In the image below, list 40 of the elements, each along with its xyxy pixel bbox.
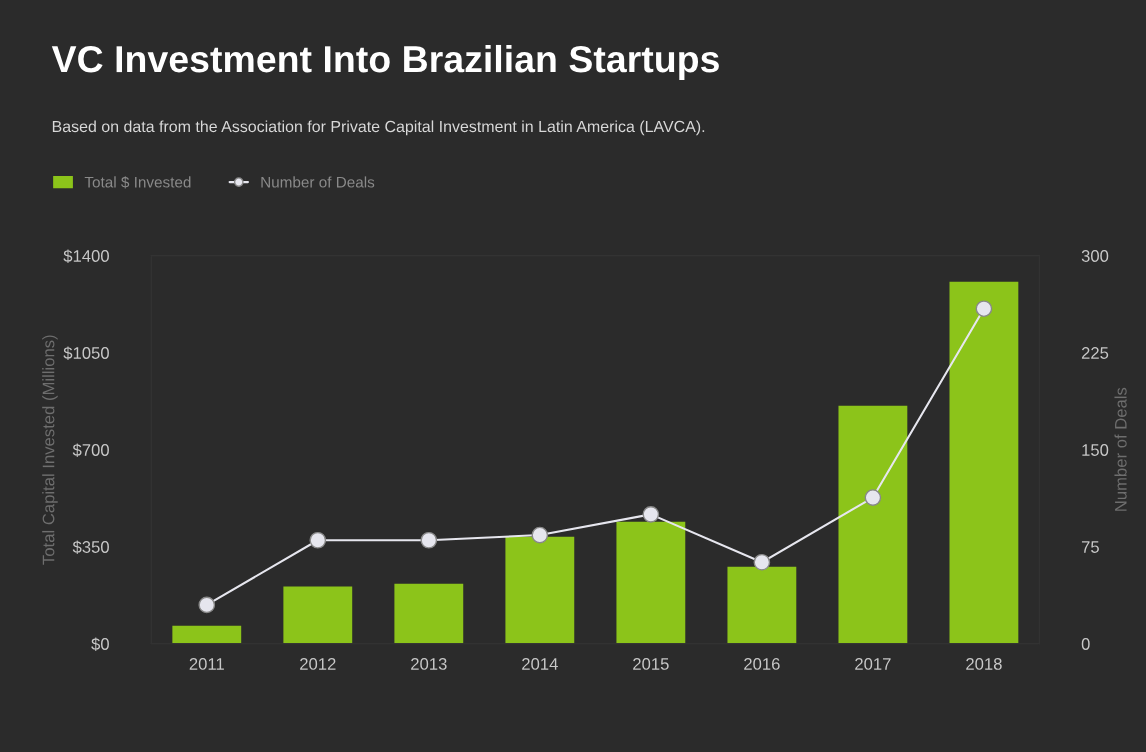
- chart-subtitle: Based on data from the Association for Private Capital Investment in Latin America (LAVCA).: [52, 120, 705, 136]
- y2-axis-title: Number of Deals: [1114, 387, 1127, 511]
- y-axis-title: Total Capital Invested (Millions): [42, 335, 58, 565]
- point: [975, 300, 993, 318]
- x-tick-label: 2011: [189, 658, 224, 670]
- point: [198, 596, 216, 614]
- legend-label: Number of Deals: [261, 176, 375, 188]
- bar: [394, 583, 464, 644]
- chart-title: VC Investment Into Brazilian Startups: [51, 44, 719, 80]
- y2-tick-label: 75: [1081, 541, 1099, 553]
- point: [531, 526, 549, 544]
- legend-label: Total $ Invested: [84, 176, 191, 189]
- x-tick-label: 2013: [411, 658, 447, 670]
- x-tick-label: 2015: [633, 658, 669, 670]
- x-tick-label: 2018: [966, 658, 1002, 670]
- x-tick-label: 2017: [855, 658, 891, 670]
- bar: [838, 405, 908, 644]
- y-tick-label: $1050: [63, 346, 109, 360]
- bar: [949, 281, 1019, 644]
- bar: [727, 566, 797, 644]
- y-tick-label: $0: [91, 637, 109, 651]
- y-tick-label: $350: [72, 540, 109, 554]
- bar: [616, 521, 686, 644]
- y-tick-label: $1400: [63, 249, 109, 263]
- bar: [283, 586, 353, 644]
- bar: [505, 536, 575, 644]
- x-tick-label: 2012: [300, 658, 336, 670]
- point: [864, 489, 882, 506]
- x-tick-label: 2016: [744, 658, 780, 670]
- x-tick-label: 2014: [522, 658, 558, 670]
- bar: [172, 625, 242, 644]
- point: [420, 531, 438, 549]
- point: [642, 506, 660, 523]
- y2-tick-label: 300: [1081, 250, 1109, 262]
- point: [753, 553, 771, 571]
- y2-tick-label: 0: [1081, 638, 1090, 650]
- y2-tick-label: 225: [1081, 347, 1109, 359]
- point: [309, 531, 327, 549]
- y2-tick-label: 150: [1082, 444, 1109, 456]
- y-tick-label: $700: [72, 443, 109, 457]
